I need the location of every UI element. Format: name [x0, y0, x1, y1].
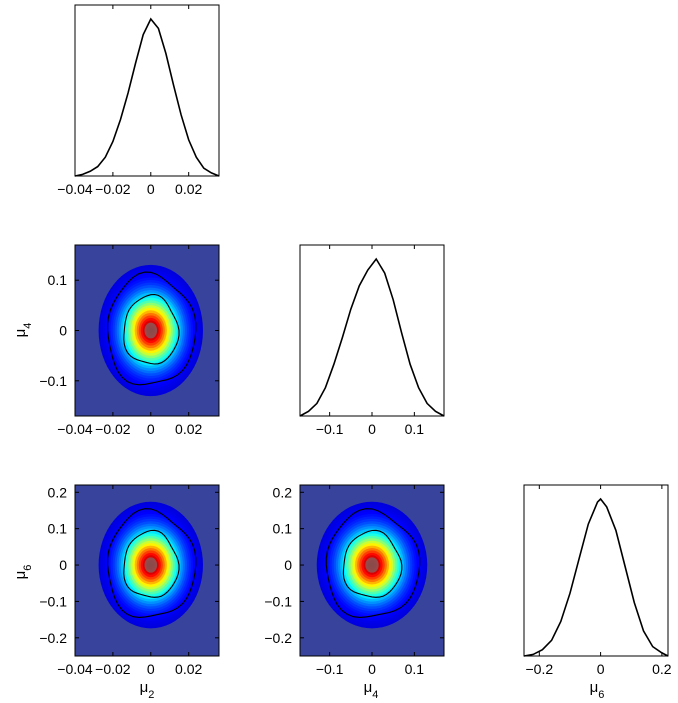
a-heatmap	[75, 245, 219, 416]
m4-xtick-label: −0.1	[316, 421, 344, 437]
mu6-ylabel: μ6	[12, 565, 34, 580]
a-xtick-label: −0.02	[95, 421, 131, 437]
m6-xtick-label: 0	[597, 661, 605, 677]
b-ytick-label: 0	[59, 557, 67, 573]
a-ytick-label: −0.1	[39, 373, 67, 389]
a-xtick-label: 0	[147, 421, 155, 437]
m6-density-curve	[523, 497, 669, 657]
c-ytick-label: 0.1	[273, 521, 293, 537]
c-xtick-label: 0	[368, 661, 376, 677]
m6-xtick-label: 0.2	[652, 661, 672, 677]
b-xtick-label: 0	[147, 661, 155, 677]
a-xtick-label: 0.02	[175, 421, 202, 437]
c-density-peak	[365, 557, 379, 573]
b-ytick-label: −0.2	[39, 630, 67, 646]
mu4-xlabel: μ4	[364, 679, 379, 701]
marginal-mu6-panel: −0.2 0 0.2	[523, 484, 672, 677]
joint-mu2-mu6-panel: −0.04 −0.02 0 0.02 0.2 0.1 0 −0.1 −0.2	[39, 484, 220, 677]
m6-frame	[523, 484, 669, 657]
c-contour-68%	[342, 529, 403, 598]
m2-xtick-label: 0.02	[175, 181, 202, 197]
b-contour-68%	[123, 529, 180, 598]
b-density-peak	[144, 557, 158, 573]
a-contour-68%	[123, 293, 180, 365]
b-ytick-label: 0.1	[48, 521, 68, 537]
marginal-mu2-panel: −0.04 −0.02 0 0.02	[57, 4, 220, 197]
b-ytick-label: 0.2	[48, 484, 68, 500]
joint-mu2-mu4-panel: −0.04 −0.02 0 0.02 0.1 0 −0.1	[39, 244, 220, 437]
b-contour-95%	[107, 508, 197, 618]
m2-density-curve	[74, 17, 220, 177]
b-xtick-label: −0.02	[95, 661, 131, 677]
marginal-mu4-panel: −0.1 0 0.1	[299, 244, 445, 437]
c-xtick-label: 0.1	[405, 661, 425, 677]
b-heatmap	[75, 485, 219, 656]
a-xtick-label: −0.04	[57, 421, 93, 437]
m4-density-curve	[299, 257, 445, 417]
mu2-xlabel: μ2	[140, 679, 155, 701]
joint-mu4-mu6-panel: −0.1 0 0.1 0.2 0.1 0 −0.1 −0.2	[264, 484, 445, 677]
m4-frame	[299, 244, 445, 417]
b-ytick-label: −0.1	[39, 593, 67, 609]
m4-xtick-label: 0.1	[405, 421, 425, 437]
c-heatmap	[300, 485, 444, 656]
a-density-peak	[144, 322, 158, 339]
m2-xtick-label: 0	[147, 181, 155, 197]
b-frame	[74, 484, 220, 657]
c-ytick-label: 0	[284, 557, 292, 573]
a-ytick-label: 0	[59, 323, 67, 339]
b-xtick-label: 0.02	[175, 661, 202, 677]
a-ytick-label: 0.1	[48, 272, 68, 288]
c-contour-95%	[325, 508, 421, 618]
mu4-ylabel: μ4	[12, 323, 34, 338]
c-xtick-label: −0.1	[316, 661, 344, 677]
mu6-xlabel: μ6	[590, 679, 605, 701]
c-ytick-label: −0.2	[264, 630, 292, 646]
c-ytick-label: 0.2	[273, 484, 293, 500]
m6-xtick-label: −0.2	[525, 661, 553, 677]
b-xtick-label: −0.04	[57, 661, 93, 677]
a-contour-95%	[107, 271, 197, 386]
m2-xtick-label: −0.04	[57, 181, 93, 197]
c-ytick-label: −0.1	[264, 593, 292, 609]
m2-xtick-label: −0.02	[95, 181, 131, 197]
m4-xtick-label: 0	[368, 421, 376, 437]
m2-frame	[74, 4, 220, 177]
